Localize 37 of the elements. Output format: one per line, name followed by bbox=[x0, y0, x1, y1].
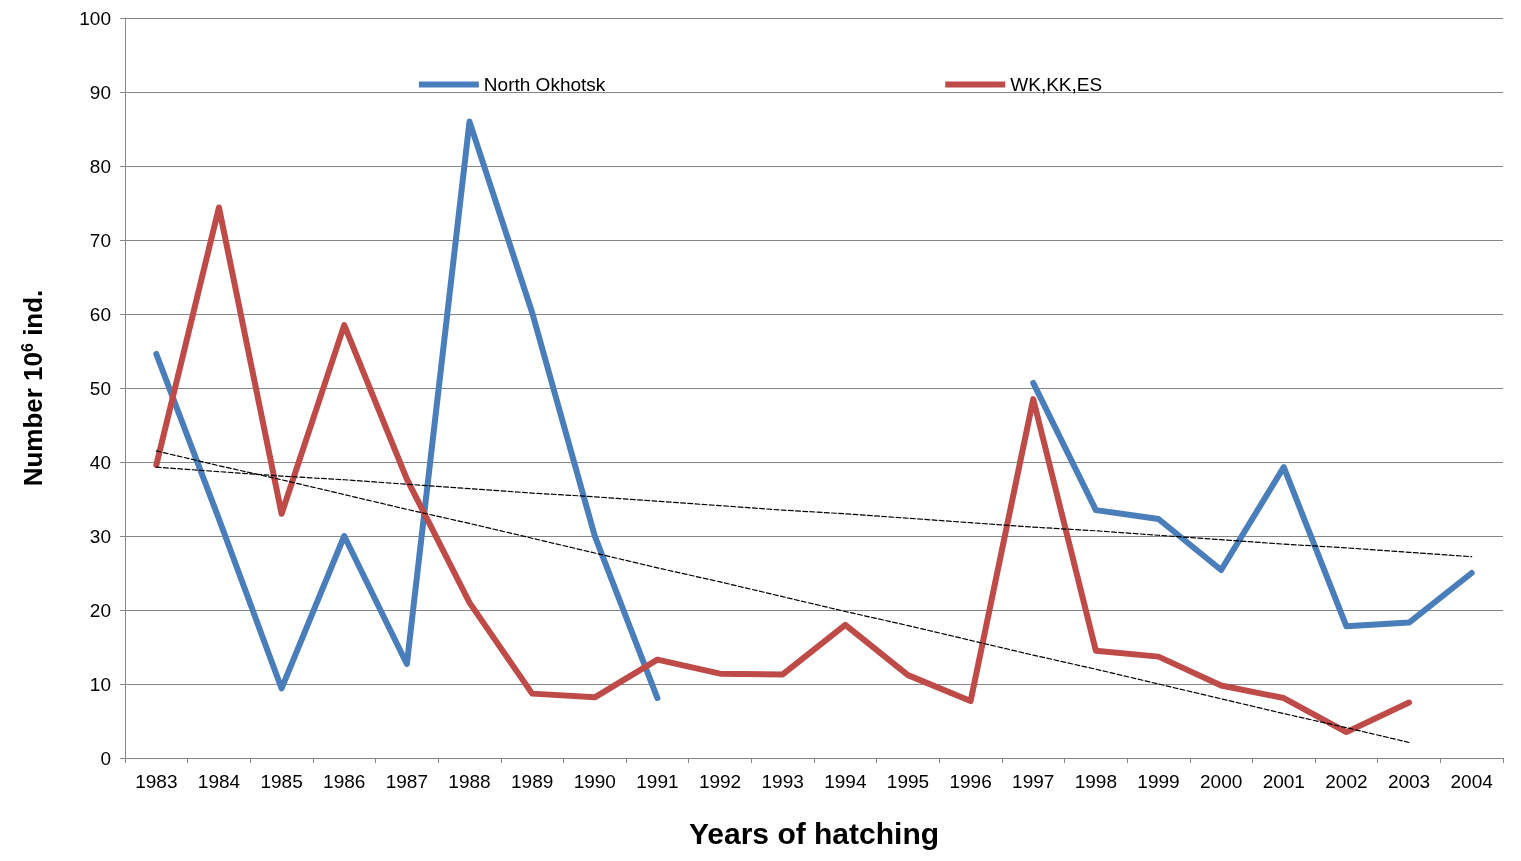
x-tick-label: 1988 bbox=[448, 771, 491, 792]
x-tick-label: 1986 bbox=[323, 771, 366, 792]
x-tick-label: 1998 bbox=[1074, 771, 1117, 792]
legend-label: North Okhotsk bbox=[483, 74, 606, 95]
y-tick-label: 80 bbox=[89, 155, 111, 177]
y-tick-label: 100 bbox=[79, 7, 111, 29]
x-tick-label: 2004 bbox=[1450, 771, 1494, 792]
y-tick-label: 50 bbox=[89, 377, 111, 399]
y-tick-label: 10 bbox=[89, 673, 111, 695]
x-tick-label: 1997 bbox=[1012, 771, 1055, 792]
y-axis-title: Number 106 ind. bbox=[18, 289, 48, 487]
legend-label: WK,KK,ES bbox=[1010, 74, 1103, 95]
x-tick-label: 1999 bbox=[1137, 771, 1180, 792]
y-tick-label: 0 bbox=[100, 747, 111, 769]
x-tick-label: 2001 bbox=[1262, 771, 1305, 792]
y-tick-label: 20 bbox=[89, 599, 111, 621]
y-tick-label: 60 bbox=[89, 303, 111, 325]
x-tick-label: 1992 bbox=[698, 771, 742, 792]
y-tick-label: 70 bbox=[89, 229, 111, 251]
y-tick-label: 90 bbox=[89, 81, 111, 103]
x-tick-label: 1989 bbox=[511, 771, 554, 792]
x-tick-label: 1995 bbox=[886, 771, 930, 792]
x-tick-label: 2002 bbox=[1325, 771, 1368, 792]
x-tick-label: 1985 bbox=[260, 771, 303, 792]
x-tick-label: 2003 bbox=[1387, 771, 1431, 792]
x-tick-label: 1990 bbox=[573, 771, 616, 792]
x-tick-label: 1991 bbox=[636, 771, 679, 792]
y-tick-label: 30 bbox=[89, 525, 111, 547]
x-tick-label: 1984 bbox=[197, 771, 241, 792]
x-tick-label: 1993 bbox=[761, 771, 804, 792]
x-tick-label: 1996 bbox=[949, 771, 992, 792]
x-axis-title: Years of hatching bbox=[688, 816, 940, 850]
y-tick-label: 40 bbox=[89, 451, 111, 473]
x-tick-label: 1983 bbox=[135, 771, 178, 792]
x-tick-label: 1987 bbox=[385, 771, 428, 792]
x-tick-label: 2000 bbox=[1200, 771, 1243, 792]
x-tick-label: 1994 bbox=[824, 771, 867, 792]
